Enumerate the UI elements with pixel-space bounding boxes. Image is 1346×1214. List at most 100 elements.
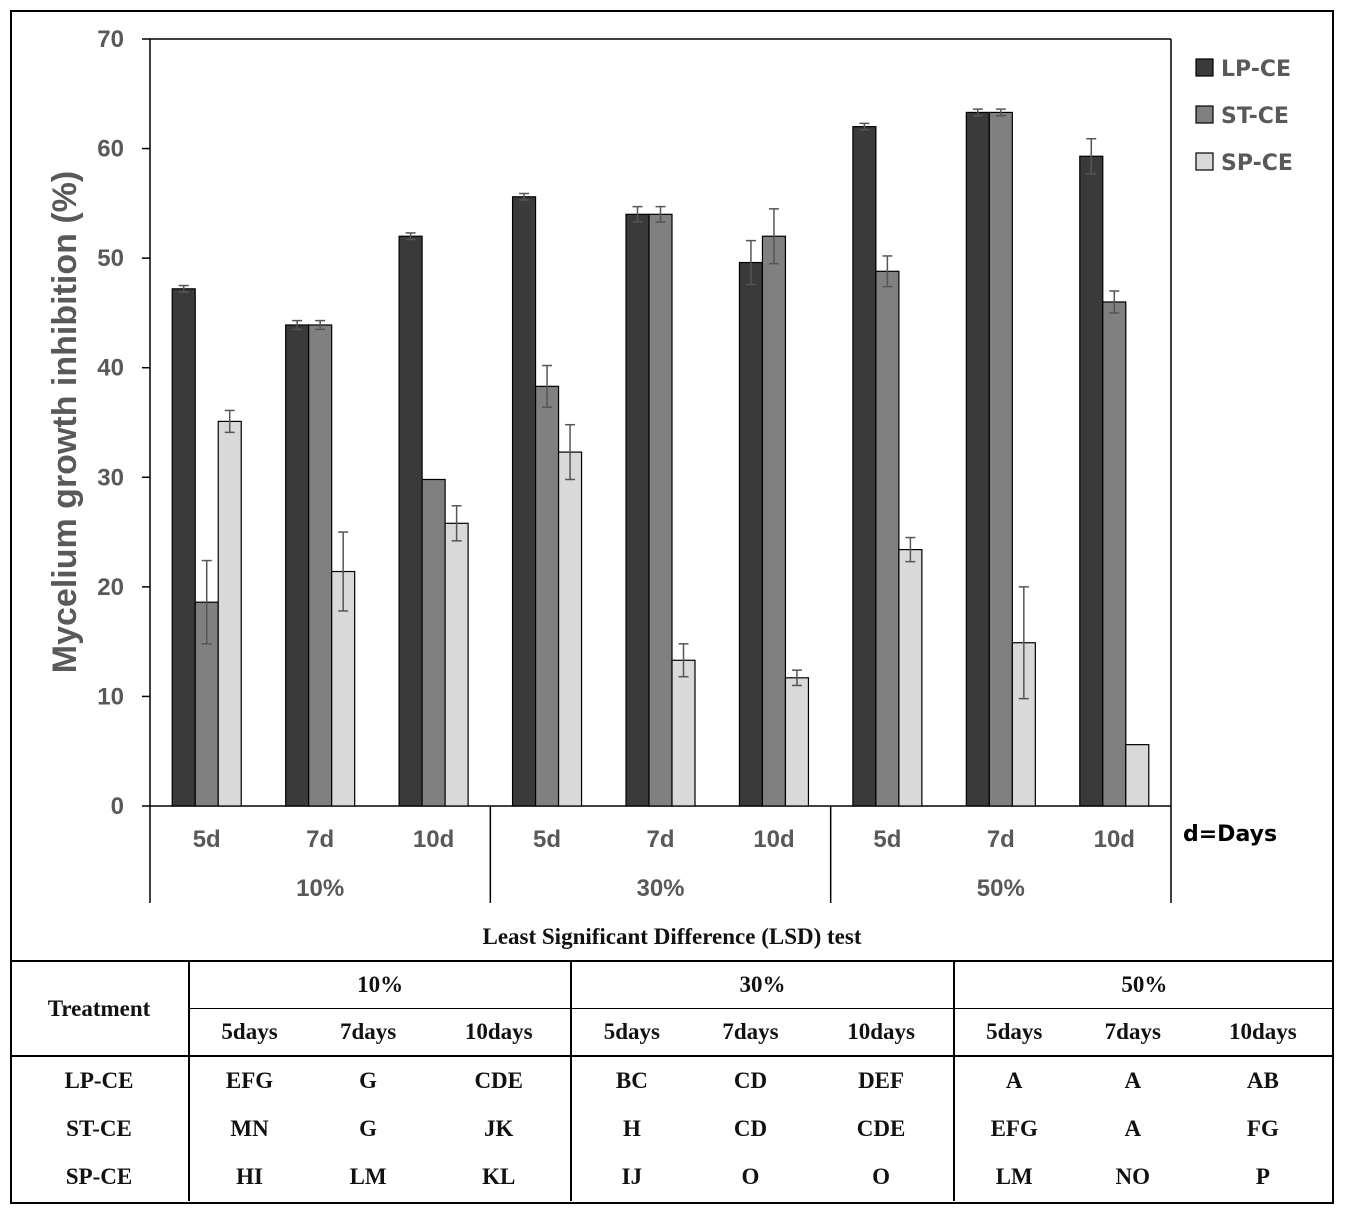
bar-lp-ce [965, 111, 990, 807]
x-category-label: 10d [753, 826, 794, 853]
bar-sp-ce [1125, 744, 1150, 807]
legend-label-lp-ce: LP-CE [1221, 57, 1291, 82]
figure-frame [10, 10, 1334, 1204]
conc-header-10: 10% [187, 961, 572, 1009]
table-cell: LM [349, 1164, 387, 1189]
table-cell: IJ [570, 1153, 692, 1201]
table-cell: BC [570, 1056, 692, 1105]
y-tick-label: 10 [97, 683, 124, 710]
table-cell: G [359, 1116, 378, 1141]
row-label: LP-CE [64, 1068, 134, 1093]
table-cell: P [1255, 1164, 1270, 1189]
table-cell: CD [733, 1068, 768, 1093]
bar-st-ce [534, 385, 560, 807]
bar-chart: Mycelium growth inhibition (%) 0 10 20 30 40… [46, 26, 1293, 903]
bar-lp-ce [285, 324, 310, 807]
bar-st-ce [421, 478, 446, 807]
bar-st-ce [1102, 301, 1127, 807]
day-header: 10days [427, 1008, 572, 1057]
table-cell: EFG [187, 1056, 310, 1105]
bar-st-ce [875, 270, 900, 807]
table-cell: O [872, 1164, 891, 1189]
x-category-label: 7d [646, 826, 674, 853]
day-header: 7days [1073, 1008, 1192, 1057]
x-category-label: 10d [1094, 826, 1135, 853]
bar-st-ce [761, 235, 787, 807]
table-cell: FG [1246, 1116, 1279, 1141]
bar-st-ce [308, 324, 333, 807]
bar-lp-ce [171, 288, 196, 807]
table-cell: CDE [474, 1068, 523, 1093]
table-cell: G [359, 1068, 378, 1093]
day-header: 7days [691, 1008, 810, 1057]
bar-lp-ce [738, 261, 764, 807]
lsd-table: Least Significant Difference (LSD) test … [10, 914, 1334, 1201]
legend-swatch-sp-ce [1195, 152, 1214, 171]
table-cell: CD [733, 1116, 768, 1141]
conc-header-50: 50% [952, 961, 1334, 1009]
legend: LP-CE ST-CE SP-CE [1195, 57, 1293, 176]
x-group-label: 30% [636, 875, 684, 902]
y-axis-label: Mycelium growth inhibition (%) [46, 171, 84, 673]
day-header: 5days [187, 1008, 310, 1057]
table-cell: CDE [856, 1116, 906, 1141]
bar-st-ce [648, 213, 673, 807]
bar-st-ce [988, 111, 1013, 807]
table-cell: A [952, 1056, 1074, 1105]
table-cell: A [1124, 1068, 1142, 1093]
day-header: 5days [570, 1008, 692, 1057]
x-group-label: 10% [296, 875, 344, 902]
bar-sp-ce [784, 677, 810, 807]
bar-lp-ce [398, 235, 423, 807]
y-tick-label: 70 [97, 26, 124, 53]
table-cell: H [570, 1105, 692, 1153]
table-cell: DEF [858, 1068, 905, 1093]
bar-lp-ce [625, 213, 650, 807]
table-cell: HI [187, 1153, 310, 1201]
treatment-header: Treatment [10, 961, 189, 1057]
bar-sp-ce [444, 522, 469, 807]
bar-lp-ce [511, 196, 537, 807]
table-cell: MN [187, 1105, 310, 1153]
bar-sp-ce [557, 451, 583, 807]
table-row: LP-CE EFG G CDE BC CD DEF A A AB [10, 1056, 1334, 1105]
y-tick-label: 60 [97, 136, 124, 163]
y-tick-label: 20 [97, 574, 124, 601]
table-row: ST-CE MN G JK H CD CDE EFG A FG [10, 1105, 1334, 1153]
plot-area: 0 10 20 30 40 50 60 70 5d 7d 10d 5d 7d 10d 5d 7d 10d 10% 3… [97, 26, 1172, 903]
x-category-label: 7d [306, 826, 334, 853]
x-category-label: 10d [413, 826, 454, 853]
row-label: SP-CE [65, 1164, 133, 1189]
x-category-label: 7d [987, 826, 1015, 853]
table-cell: JK [484, 1116, 514, 1141]
table-row: SP-CE HI LM KL IJ O O LM NO P [10, 1153, 1334, 1201]
y-tick-label: 40 [97, 355, 124, 382]
table-cell: EFG [952, 1105, 1074, 1153]
table-cell: LM [952, 1153, 1074, 1201]
legend-label-st-ce: ST-CE [1221, 104, 1289, 129]
bar-sp-ce [898, 549, 923, 807]
x-category-label: 5d [873, 826, 901, 853]
day-header: 5days [952, 1008, 1074, 1057]
y-tick-label: 30 [97, 464, 124, 491]
lsd-table-title: Least Significant Difference (LSD) test [10, 914, 1334, 962]
legend-swatch-lp-ce [1195, 58, 1214, 77]
legend-label-sp-ce: SP-CE [1221, 151, 1293, 176]
bar-lp-ce [852, 126, 877, 807]
table-cell: NO [1115, 1164, 1151, 1189]
day-header: 10days [1191, 1008, 1334, 1057]
table-cell: KL [482, 1164, 516, 1189]
bar-sp-ce [217, 420, 242, 807]
table-cell: A [1124, 1116, 1142, 1141]
bar-sp-ce [671, 659, 696, 807]
conc-header-30: 30% [570, 961, 954, 1009]
y-tick-label: 0 [111, 793, 124, 820]
day-header: 10days [809, 1008, 954, 1057]
day-header: 7days [309, 1008, 428, 1057]
table-cell: O [741, 1164, 760, 1189]
row-label: ST-CE [66, 1116, 132, 1141]
bar-lp-ce [1079, 155, 1104, 807]
x-group-label: 50% [977, 875, 1025, 902]
table-cell: AB [1246, 1068, 1279, 1093]
x-category-label: 5d [193, 826, 221, 853]
